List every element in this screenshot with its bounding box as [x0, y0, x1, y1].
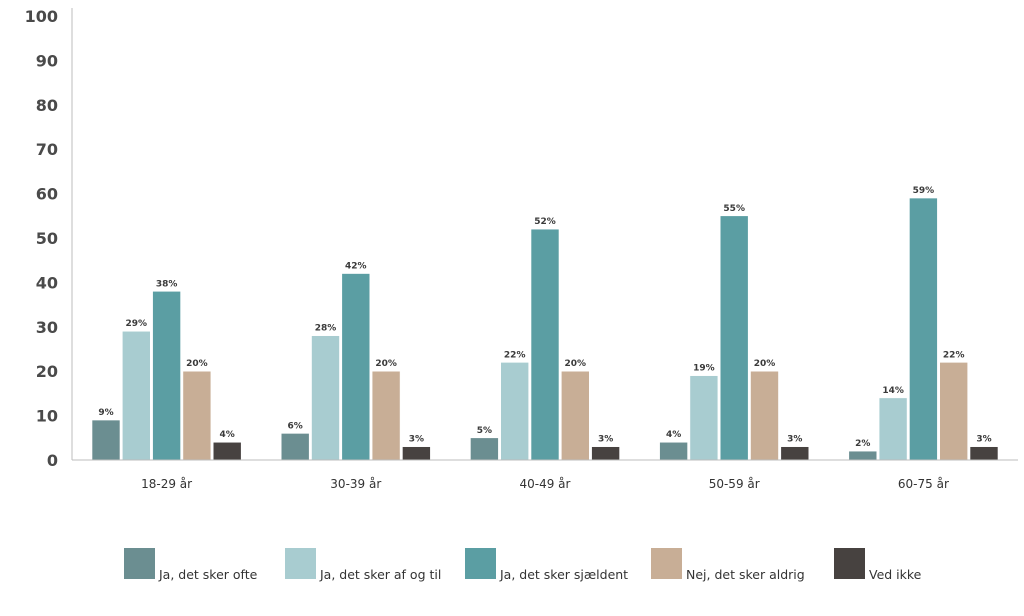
- legend-item: Nej, det sker aldrig: [651, 548, 805, 582]
- bar: [780, 446, 810, 461]
- y-tick-label: 100: [25, 7, 58, 26]
- x-tick-label: 50-59 år: [709, 477, 760, 491]
- bar: [341, 273, 371, 461]
- bar-group: 6% 28% 42% 20% 3%: [280, 262, 431, 461]
- data-label: 6%: [288, 421, 303, 431]
- bar: [750, 370, 779, 461]
- data-label: 20%: [186, 359, 208, 369]
- bar: [530, 228, 560, 461]
- bar: [371, 370, 401, 461]
- legend-item: Ja, det sker sjældent: [465, 548, 628, 582]
- y-axis: 0 10 20 30 40 50 60 70 80 90 100: [25, 7, 73, 470]
- bar: [909, 197, 938, 461]
- data-label: 38%: [156, 279, 178, 289]
- data-label: 20%: [754, 359, 776, 369]
- bar: [689, 375, 719, 461]
- data-label: 42%: [345, 262, 367, 272]
- y-tick-label: 20: [36, 362, 58, 381]
- data-label: 3%: [976, 435, 991, 445]
- data-label: 9%: [98, 408, 113, 418]
- bar: [591, 446, 620, 461]
- y-tick-label: 70: [36, 140, 58, 159]
- legend-swatch: [834, 548, 865, 579]
- y-tick-label: 40: [36, 273, 58, 292]
- data-label: 20%: [565, 359, 587, 369]
- bar: [280, 433, 310, 461]
- data-label: 4%: [666, 430, 681, 440]
- x-tick-label: 60-75 år: [898, 477, 949, 491]
- legend-item: Ja, det sker af og til: [285, 548, 441, 582]
- bar: [152, 290, 181, 461]
- bar: [182, 370, 212, 461]
- data-label: 4%: [220, 430, 235, 440]
- bar-groups: 9%29%38%20%4%6%28%42%20%3%5%22%52%20%3% 4…: [91, 186, 999, 461]
- data-label: 2%: [855, 439, 870, 449]
- y-tick-label: 10: [36, 407, 58, 426]
- data-label: 29%: [126, 319, 148, 329]
- x-tick-label: 18-29 år: [141, 477, 192, 491]
- bar: [560, 370, 590, 461]
- x-tick-label: 40-49 år: [520, 477, 571, 491]
- bar-group: 2% 14% 59% 22% 3%: [848, 186, 999, 461]
- legend-swatch: [651, 548, 682, 579]
- legend-item: Ved ikke: [834, 548, 922, 582]
- y-tick-label: 30: [36, 318, 58, 337]
- bar: [212, 441, 242, 461]
- legend-label: Ja, det sker ofte: [158, 567, 258, 582]
- bar: [122, 330, 151, 461]
- legend-swatch: [285, 548, 316, 579]
- data-label: 22%: [943, 350, 965, 360]
- legend-swatch: [465, 548, 496, 579]
- bar: [91, 419, 121, 461]
- bar: [470, 437, 499, 461]
- data-label: 55%: [723, 204, 745, 214]
- data-label: 22%: [504, 350, 526, 360]
- y-tick-label: 60: [36, 185, 58, 204]
- bar: [402, 446, 431, 461]
- bar-group: 5% 22% 52% 20% 3%: [470, 217, 620, 461]
- data-label: 14%: [882, 386, 904, 396]
- bar: [719, 215, 749, 461]
- legend-swatch: [124, 548, 155, 579]
- data-label: 3%: [409, 435, 424, 445]
- data-label: 28%: [315, 324, 337, 334]
- bar-group: 9% 29% 38% 20% 4%: [91, 279, 242, 461]
- bar: [878, 397, 908, 461]
- legend-label: Ja, det sker af og til: [319, 567, 441, 582]
- legend: Ja, det sker ofte Ja, det sker af og til J…: [124, 548, 922, 582]
- y-tick-label: 50: [36, 229, 58, 248]
- bar: [500, 362, 530, 461]
- data-label: 19%: [693, 364, 715, 374]
- legend-item: Ja, det sker ofte: [124, 548, 258, 582]
- legend-label: Nej, det sker aldrig: [686, 567, 805, 582]
- data-label: 52%: [534, 217, 556, 227]
- legend-label: Ja, det sker sjældent: [499, 567, 628, 582]
- bar: [848, 450, 878, 461]
- bar: [659, 441, 688, 461]
- data-label: 5%: [477, 426, 492, 436]
- bar: [939, 362, 969, 461]
- data-label: 3%: [598, 435, 613, 445]
- bar: [969, 446, 999, 461]
- data-label: 3%: [787, 435, 802, 445]
- legend-label: Ved ikke: [869, 567, 922, 582]
- data-label: 20%: [375, 359, 397, 369]
- y-tick-label: 0: [47, 451, 58, 470]
- y-tick-label: 80: [36, 96, 58, 115]
- x-axis: 18-29 år 30-39 år 40-49 år 50-59 år 60-75 år: [72, 459, 1018, 491]
- data-label: 59%: [913, 186, 935, 196]
- bar: [311, 335, 340, 461]
- x-tick-label: 30-39 år: [330, 477, 381, 491]
- bar-group: 4% 19% 55% 20% 3%: [659, 204, 810, 461]
- y-tick-label: 90: [36, 51, 58, 70]
